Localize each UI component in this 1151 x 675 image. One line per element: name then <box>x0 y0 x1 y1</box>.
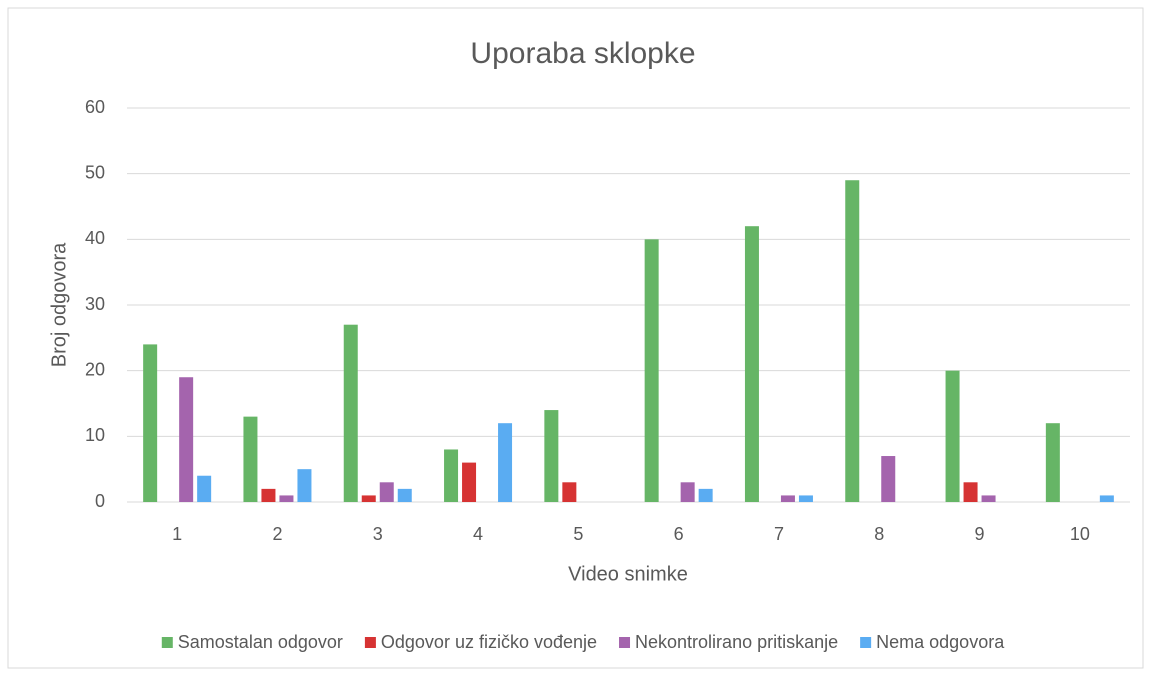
bar <box>379 482 394 502</box>
legend-label: Nekontrolirano pritiskanje <box>635 632 838 652</box>
bar <box>462 462 477 502</box>
bar <box>343 324 358 502</box>
bar <box>963 482 978 502</box>
bar <box>143 344 158 502</box>
y-tick-label: 60 <box>85 97 105 117</box>
bar <box>562 482 577 502</box>
legend-label: Nema odgovora <box>876 632 1005 652</box>
bar <box>397 488 412 502</box>
legend-swatch <box>161 637 173 648</box>
bar <box>680 482 695 502</box>
x-tick-label: 3 <box>373 524 383 544</box>
bar <box>845 180 860 502</box>
bar <box>279 495 294 502</box>
y-axis-label: Broj odgovora <box>48 242 70 367</box>
legend-label: Samostalan odgovor <box>178 632 343 652</box>
bar <box>197 475 212 502</box>
x-tick-label: 7 <box>774 524 784 544</box>
x-tick-label: 6 <box>674 524 684 544</box>
bar <box>780 495 795 502</box>
bar <box>698 488 713 502</box>
bar <box>361 495 376 502</box>
bar <box>544 410 559 502</box>
x-tick-label: 10 <box>1070 524 1090 544</box>
bar <box>261 488 276 502</box>
legend-swatch <box>619 637 631 648</box>
y-tick-label: 0 <box>95 491 105 511</box>
bar <box>1099 495 1114 502</box>
legend: Samostalan odgovor Odgovor uz fizičko vođ… <box>161 632 1005 652</box>
chart-border <box>7 7 1144 669</box>
x-axis-label: Video snimke <box>568 563 688 585</box>
bar <box>644 239 659 503</box>
bar <box>744 226 759 502</box>
bar <box>444 449 459 502</box>
bar <box>243 416 258 502</box>
y-tick-label: 40 <box>85 228 105 248</box>
bar <box>881 456 896 502</box>
legend-swatch <box>860 637 872 648</box>
y-tick-label: 10 <box>85 425 105 445</box>
legend-swatch <box>364 637 376 648</box>
x-tick-label: 8 <box>874 524 884 544</box>
x-tick-label: 4 <box>473 524 483 544</box>
bar <box>297 469 312 502</box>
x-tick-label: 1 <box>172 524 182 544</box>
x-tick-label: 2 <box>272 524 282 544</box>
bar <box>1045 423 1060 502</box>
bar <box>945 370 960 502</box>
y-tick-label: 20 <box>85 359 105 379</box>
y-tick-label: 50 <box>85 162 105 182</box>
bar <box>498 423 513 502</box>
x-tick-label: 9 <box>975 524 985 544</box>
bar <box>981 495 996 502</box>
legend-label: Odgovor uz fizičko vođenje <box>381 632 597 652</box>
y-tick-label: 30 <box>85 294 105 314</box>
bar <box>798 495 813 502</box>
bar <box>179 377 194 502</box>
chart-title: Uporaba sklopke <box>470 37 695 70</box>
x-tick-label: 5 <box>573 524 583 544</box>
